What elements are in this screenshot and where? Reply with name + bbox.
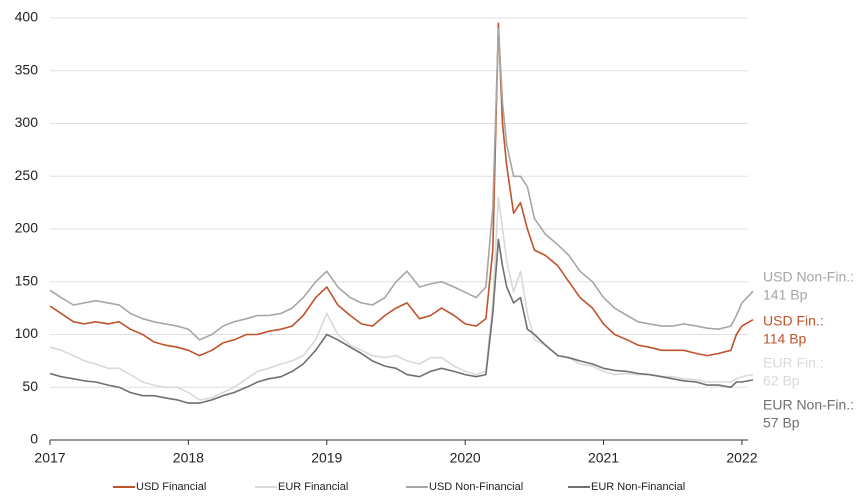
y-tick-label: 200 — [15, 220, 39, 236]
series-line — [49, 27, 754, 341]
series-line — [49, 196, 754, 401]
legend-label: USD Financial — [136, 481, 206, 493]
x-tick-label: 2021 — [588, 450, 619, 466]
x-tick-label: 2022 — [726, 450, 757, 466]
end-label: USD Fin.: — [763, 313, 824, 329]
end-label: 57 Bp — [763, 415, 800, 431]
legend-label: EUR Non-Financial — [591, 481, 685, 493]
y-tick-label: 350 — [15, 61, 39, 77]
y-tick-label: 300 — [15, 114, 39, 130]
y-tick-label: 150 — [15, 272, 39, 288]
series-line — [49, 22, 754, 357]
x-tick-label: 2017 — [34, 450, 65, 466]
x-tick-label: 2018 — [173, 450, 204, 466]
end-label: USD Non-Fin.: — [763, 269, 854, 285]
y-tick-label: 50 — [22, 378, 38, 394]
legend-label: EUR Financial — [278, 481, 348, 493]
y-tick-label: 400 — [15, 9, 39, 25]
legend-label: USD Non-Financial — [429, 481, 523, 493]
y-tick-label: 250 — [15, 167, 39, 183]
end-label: EUR Fin.: — [763, 355, 824, 371]
y-tick-label: 100 — [15, 325, 39, 341]
end-label: 62 Bp — [763, 373, 800, 389]
x-tick-label: 2020 — [450, 450, 481, 466]
y-tick-label: 0 — [30, 431, 38, 447]
x-tick-label: 2019 — [311, 450, 342, 466]
end-label: EUR Non-Fin.: — [763, 397, 854, 413]
end-label: 141 Bp — [763, 287, 808, 303]
end-label: 114 Bp — [763, 331, 807, 347]
series-line — [49, 238, 754, 404]
